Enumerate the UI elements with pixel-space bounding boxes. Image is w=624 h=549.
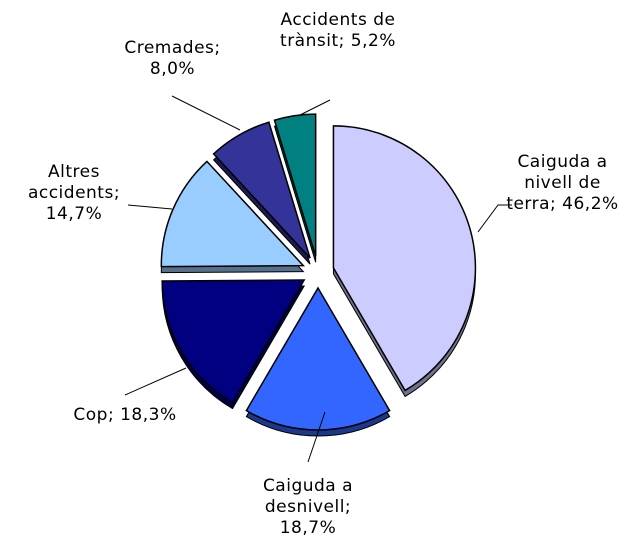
slice: [273, 113, 317, 257]
data-label: Caiguda a nivell de terra; 46,2%: [505, 152, 620, 215]
data-label: Cremades; 8,0%: [115, 38, 230, 80]
data-label: Accidents de trànsit; 5,2%: [278, 10, 398, 52]
category-label: Accidents de trànsit;: [280, 10, 396, 51]
value-label: 5,2%: [350, 31, 396, 51]
value-label: 46,2%: [562, 194, 619, 214]
category-label: Altres accidents;: [27, 162, 121, 203]
value-label: 18,3%: [120, 405, 177, 425]
data-label: Altres accidents; 14,7%: [20, 162, 128, 225]
value-label: 8,0%: [149, 59, 196, 79]
leader-line: [124, 367, 187, 396]
slice: [160, 160, 306, 268]
value-label: 14,7%: [45, 204, 103, 224]
leader-line: [297, 99, 331, 117]
leader-line: [171, 95, 241, 131]
slices: [160, 113, 477, 437]
slice: [161, 279, 306, 404]
slice: [212, 121, 311, 259]
category-label: Cop;: [73, 405, 115, 425]
leader-lines: [124, 95, 512, 463]
category-label: Caiguda a desnivell;: [262, 476, 354, 517]
leader-line: [127, 204, 173, 210]
slice: [245, 286, 391, 431]
data-label: Caiguda a desnivell; 18,7%: [238, 476, 378, 539]
leader-line: [307, 411, 326, 463]
value-label: 18,7%: [279, 518, 337, 538]
data-label: Cop; 18,3%: [30, 405, 220, 426]
slice: [332, 125, 477, 392]
category-label: Caiguda a nivell de terra;: [506, 152, 608, 214]
leader-line: [477, 204, 512, 233]
category-label: Cremades;: [124, 38, 221, 58]
